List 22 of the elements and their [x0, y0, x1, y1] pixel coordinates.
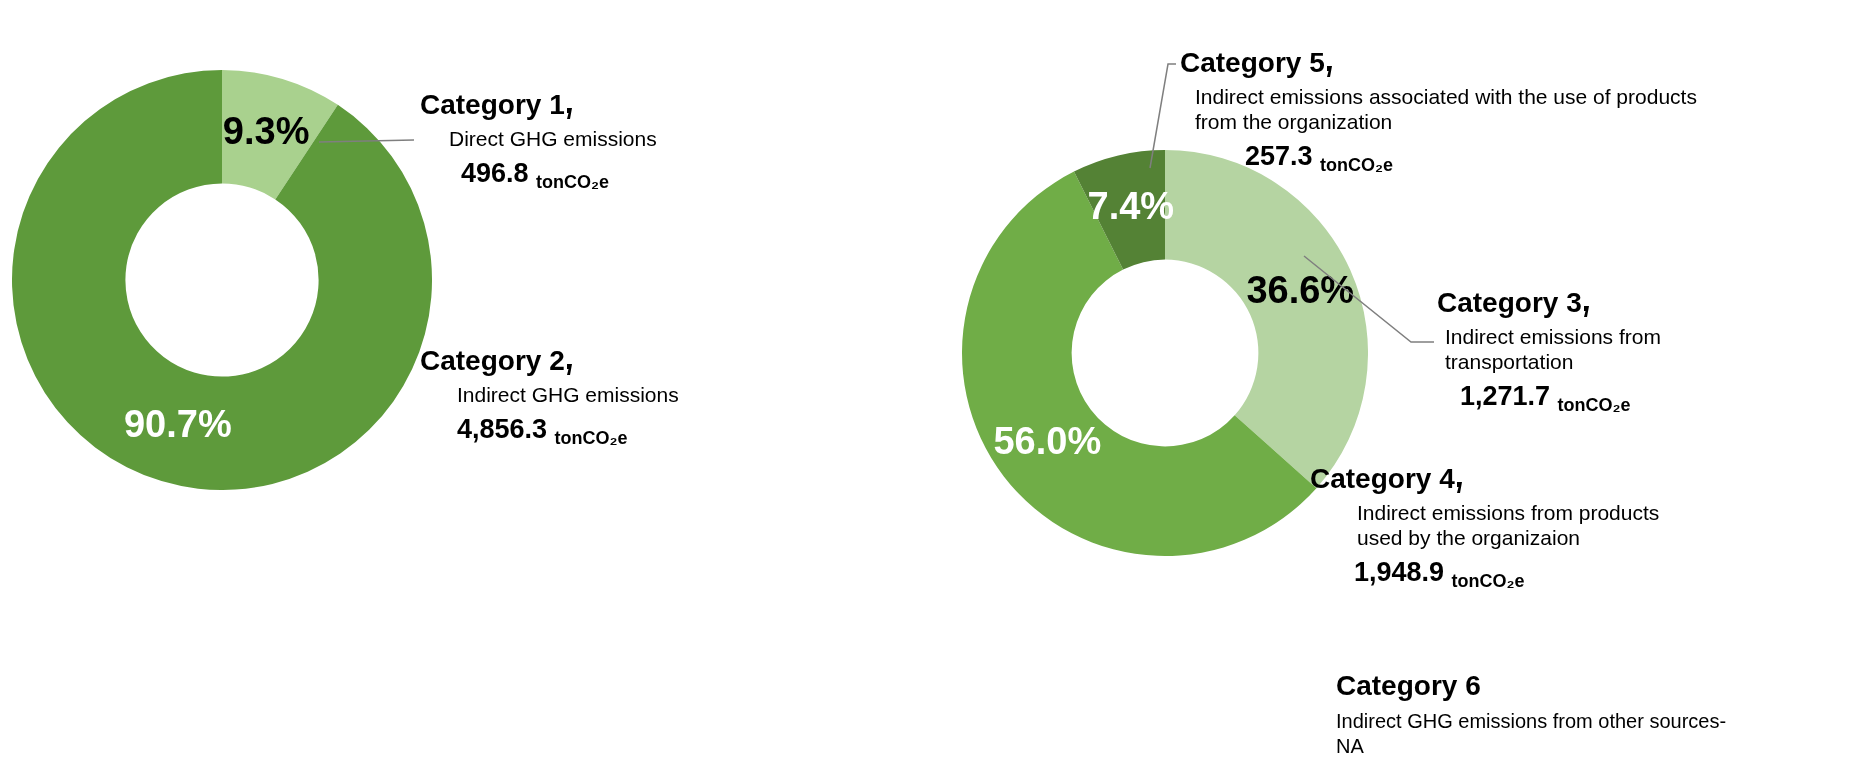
- slice-label: Category 4: [1310, 463, 1455, 494]
- data-label: 36.6%: [1246, 268, 1355, 311]
- slice-label: Category 3: [1437, 287, 1582, 318]
- text: Category 6: [1336, 669, 1482, 703]
- text: 496.8 $_{tonCO₂e}$: [461, 156, 611, 194]
- text: Indirect GHG emissions from other sources-NA: [1336, 709, 1728, 759]
- text: Indirect emissions associated with the use of products from the organization: [1195, 83, 1698, 134]
- text: 4,856.3 $_{tonCO₂e}$: [457, 412, 629, 450]
- text: 1,948.9 $_{tonCO₂e}$: [1354, 555, 1526, 593]
- data-label: 90.7%: [123, 403, 232, 446]
- text: 257.3 $_{tonCO₂e}$: [1245, 139, 1395, 177]
- slice-label: Category 5: [1180, 47, 1325, 78]
- data-label: 56.0%: [993, 419, 1102, 462]
- slice-label: Category 1: [420, 89, 565, 120]
- data-label: 7.4%: [1087, 185, 1175, 228]
- text: Indirect emissions from transportation: [1445, 323, 1662, 374]
- text: Indirect GHG emissions: [457, 381, 680, 407]
- slice-label: Category 2: [420, 345, 565, 376]
- text: Indirect emissions from products used by the organizaion: [1357, 499, 1660, 550]
- text: 1,271.7 $_{tonCO₂e}$: [1460, 379, 1632, 417]
- text: Direct GHG emissions: [449, 125, 658, 151]
- data-label: 9.3%: [222, 109, 310, 152]
